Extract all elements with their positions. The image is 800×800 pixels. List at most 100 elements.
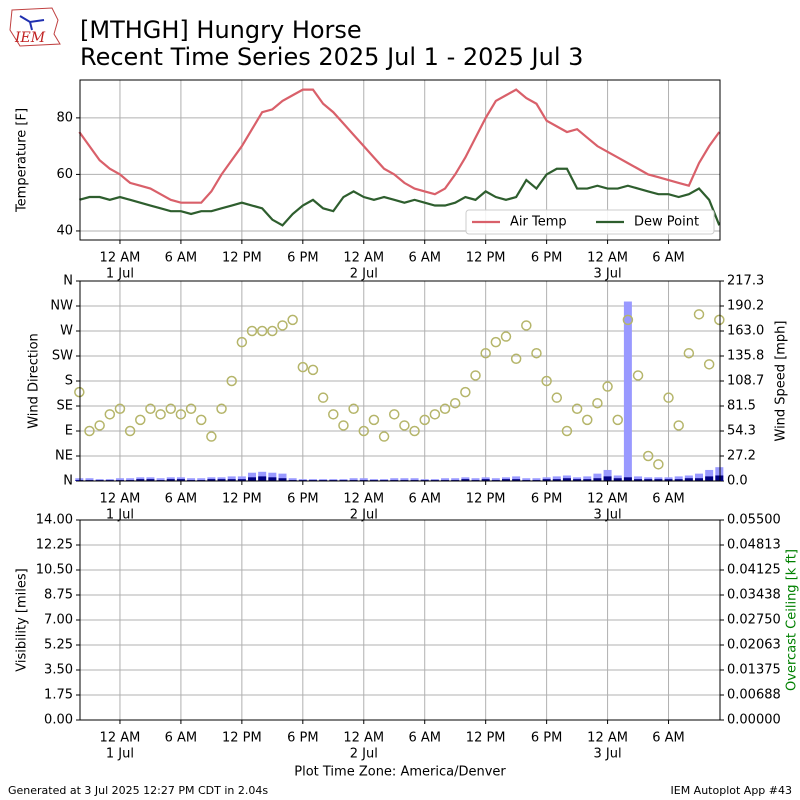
bar [268, 477, 277, 481]
scatter-point [561, 425, 573, 437]
scatter-point [206, 431, 217, 442]
y-tick-label: 1.75 [44, 688, 73, 703]
y-tick-label: W [60, 324, 73, 339]
panel: 12 AM 6 AM 12 PM 6 PM 12 AM 6 AM 12 PM 6 PM 12 A… [15, 79, 721, 282]
x-tick-label: 12 AM [100, 492, 141, 507]
scatter-point [297, 361, 309, 373]
x-tick-label: 6 PM [531, 251, 562, 266]
x-tick-label: 6 AM [408, 492, 441, 507]
bar [501, 479, 510, 481]
bar [217, 479, 226, 481]
y2-tick-label: 190.2 [727, 299, 764, 314]
x-tick-label: 6 PM [287, 492, 318, 507]
bar [359, 478, 368, 481]
bar [237, 476, 246, 481]
y2-tick-label: 0.04813 [727, 538, 781, 553]
bar [512, 476, 521, 481]
x-date-label: 2 Jul [350, 267, 378, 282]
bar [684, 478, 693, 481]
plot-frame [79, 280, 721, 482]
x-date-label: 1 Jul [106, 267, 134, 282]
bar [552, 479, 561, 481]
bar [674, 476, 683, 481]
y2-tick-label: 27.2 [727, 449, 756, 464]
bar [136, 479, 145, 481]
bar [664, 479, 673, 481]
bar [583, 476, 592, 481]
scatter-point [84, 425, 95, 437]
scatter-point [632, 370, 644, 381]
x-tick-label: 12 PM [466, 731, 506, 746]
legend: Air Temp Dew Point [465, 209, 715, 235]
scatter-point [673, 420, 684, 431]
scatter-point [165, 403, 177, 415]
y2-tick-label: 0.03438 [727, 588, 781, 603]
y2-tick-label: 217.3 [727, 274, 764, 289]
scatter-point [500, 331, 512, 342]
scatter-point [419, 414, 430, 426]
scatter-point [287, 314, 298, 326]
chart-title: [MTHGH] Hungry Horse [80, 16, 362, 44]
y-tick-label: 7.00 [44, 613, 73, 628]
panel: 12 AM 6 AM 12 PM 6 PM 12 AM 6 AM 12 PM 6 PM 12 A… [15, 513, 800, 780]
bar [603, 476, 612, 481]
scatter-point [307, 364, 319, 376]
bar [248, 472, 257, 481]
scatter-point [328, 409, 339, 420]
bar [85, 478, 94, 481]
x-tick-label: 12 AM [100, 731, 141, 746]
scatter-point [338, 420, 349, 431]
line-series [79, 167, 721, 227]
bar [146, 479, 155, 481]
y-tick-label: 60 [56, 167, 73, 182]
scatter-point [388, 409, 400, 420]
bar [75, 478, 84, 481]
x-date-label: 3 Jul [594, 508, 622, 523]
bar [278, 478, 287, 481]
bar [390, 478, 399, 481]
scatter-point [104, 409, 116, 420]
y2-tick-label: 0.02063 [727, 638, 781, 653]
x-tick-label: 6 AM [165, 731, 198, 746]
bar [715, 467, 724, 481]
y2-axis-label: Wind Speed [mph] [774, 321, 789, 442]
bar [583, 479, 592, 481]
y-axis-label: Wind Direction [27, 333, 42, 429]
x-tick-label: 12 AM [587, 731, 628, 746]
x-tick-label: 6 AM [165, 492, 198, 507]
bar [197, 478, 206, 481]
y-tick-label: 12.25 [36, 538, 73, 553]
x-date-label: 3 Jul [594, 747, 622, 762]
y2-tick-label: 0.04125 [727, 563, 781, 578]
y-tick-label: 8.75 [44, 588, 73, 603]
y2-tick-label: 0.00688 [727, 688, 781, 703]
x-tick-label: 6 AM [408, 731, 441, 746]
y2-tick-label: 81.5 [727, 399, 756, 414]
bar [613, 478, 622, 481]
scatter-point [612, 414, 623, 426]
plot-frame [79, 519, 721, 721]
x-tick-label: 12 AM [343, 492, 384, 507]
logo-mark [19, 15, 45, 31]
bar [471, 478, 480, 481]
bar [481, 479, 490, 481]
scatter-point [277, 320, 288, 331]
x-tick-label: 12 AM [100, 251, 141, 266]
scatter-point [135, 414, 146, 426]
scatter-point [693, 309, 705, 320]
bar [593, 478, 602, 481]
x-tick-label: 12 PM [222, 251, 262, 266]
scatter-point [480, 347, 491, 359]
bar [715, 475, 724, 481]
y2-axis-label: Overcast Ceiling [k ft] [785, 549, 800, 691]
y2-tick-label: 0.0 [727, 474, 748, 489]
scatter-point [317, 392, 329, 403]
bar [512, 479, 521, 481]
bar [522, 478, 531, 481]
bar [593, 473, 602, 481]
bar [227, 479, 236, 481]
scatter-point [256, 325, 268, 337]
x-tick-label: 12 AM [587, 492, 628, 507]
y2-tick-label: 163.0 [727, 324, 764, 339]
y-tick-label: 0.00 [44, 713, 73, 728]
